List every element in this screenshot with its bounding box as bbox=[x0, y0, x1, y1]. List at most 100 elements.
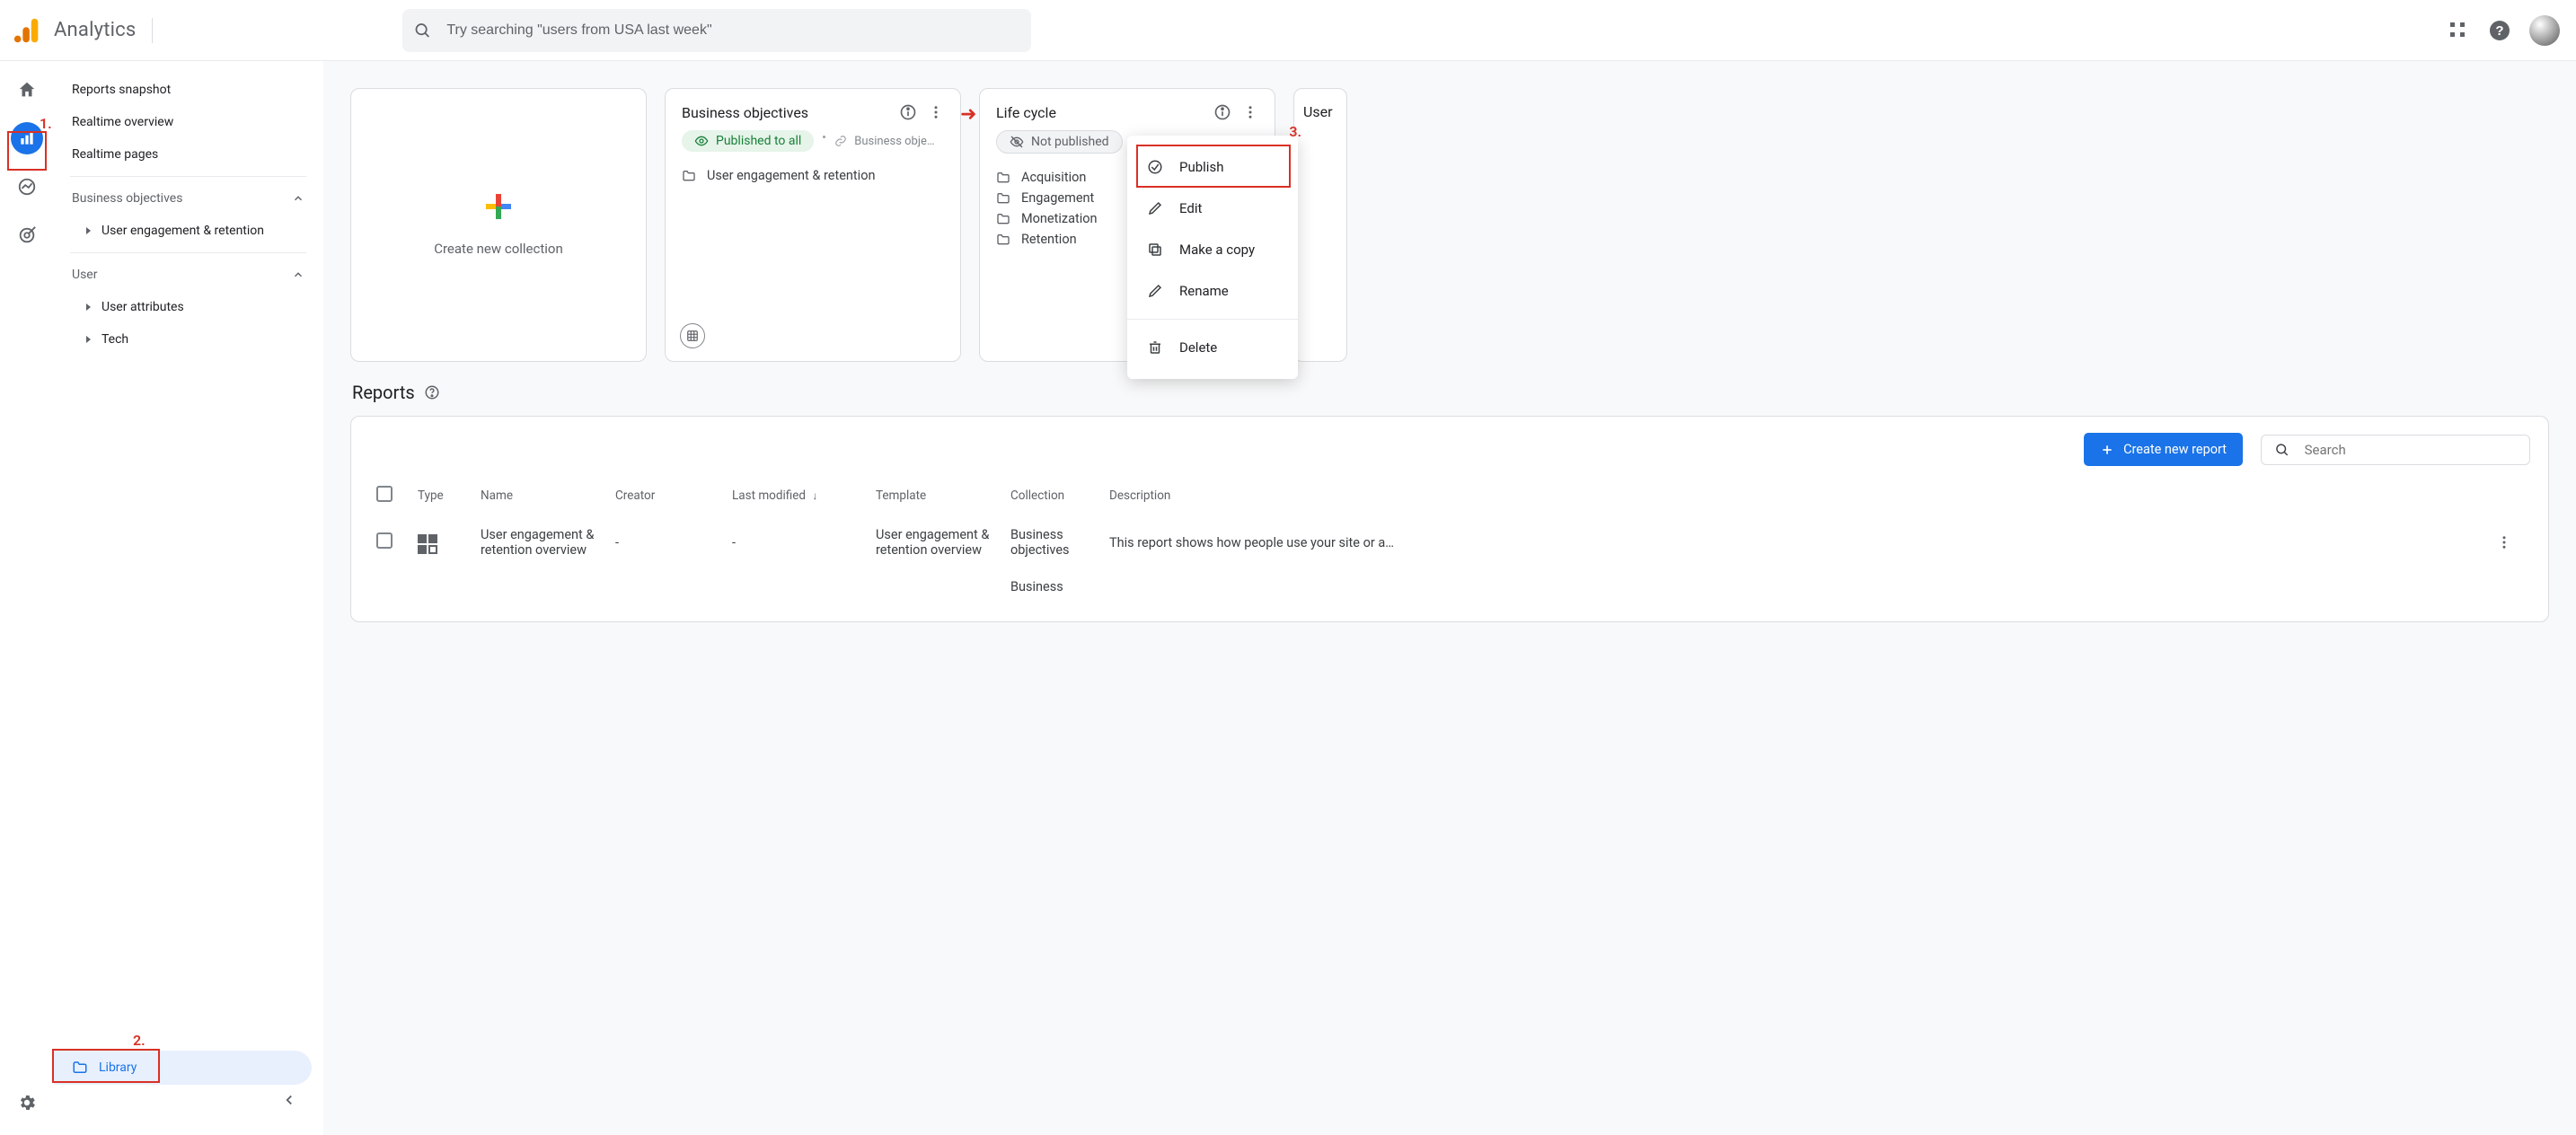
cell-template: User engagement & retention overview bbox=[869, 516, 1003, 568]
folder-icon bbox=[72, 1060, 88, 1076]
sidebar-item-reports-snapshot[interactable]: Reports snapshot bbox=[54, 74, 322, 106]
analytics-logo-icon bbox=[13, 15, 43, 46]
search-icon bbox=[413, 21, 432, 40]
card-title: User bbox=[1303, 103, 1337, 120]
col-creator[interactable]: Creator bbox=[608, 475, 725, 516]
collection-card-business-objectives: Business objectives Published to all Bus bbox=[665, 88, 961, 362]
info-icon[interactable] bbox=[1213, 103, 1231, 121]
link-icon bbox=[834, 135, 847, 147]
col-description[interactable]: Description bbox=[1102, 475, 2489, 516]
annotation-3-label: 3. bbox=[1289, 123, 1301, 140]
help-outline-icon[interactable] bbox=[424, 384, 440, 400]
col-collection[interactable]: Collection bbox=[1003, 475, 1102, 516]
create-collection-label: Create new collection bbox=[434, 241, 563, 257]
card-context-menu: 3. Publish Edit Make a copy bbox=[1127, 136, 1298, 379]
sidebar-section-label: Business objectives bbox=[72, 191, 182, 206]
folder-icon bbox=[682, 169, 696, 183]
reports-heading: Reports bbox=[352, 382, 2549, 403]
table-header-row: Type Name Creator Last modified ↓ Templa… bbox=[369, 475, 2530, 516]
card-title: Life cycle bbox=[996, 104, 1056, 121]
folder-icon bbox=[996, 191, 1010, 206]
sidebar-item-library[interactable]: Library bbox=[54, 1051, 312, 1085]
plus-multicolor-icon bbox=[486, 194, 511, 219]
trash-icon bbox=[1147, 339, 1163, 356]
info-icon[interactable] bbox=[899, 103, 917, 121]
sidebar-section-user[interactable]: User bbox=[54, 259, 322, 291]
col-name[interactable]: Name bbox=[473, 475, 608, 516]
check-circle-icon bbox=[1147, 159, 1163, 175]
more-vert-icon[interactable] bbox=[928, 104, 944, 120]
card-list-item: User engagement & retention bbox=[682, 168, 944, 183]
select-all-checkbox[interactable] bbox=[376, 486, 393, 502]
table-row[interactable]: User engagement & retention overview - -… bbox=[369, 516, 2530, 568]
eye-off-icon bbox=[1010, 135, 1024, 149]
more-vert-icon[interactable] bbox=[1242, 104, 1258, 120]
rail-explore-icon[interactable] bbox=[11, 171, 43, 203]
create-new-report-button[interactable]: Create new report bbox=[2084, 433, 2243, 466]
sidebar-item-realtime-overview[interactable]: Realtime overview bbox=[54, 106, 322, 138]
cell-collection: Business objectives bbox=[1003, 516, 1102, 568]
card-meta: Business obje… bbox=[834, 135, 934, 148]
sort-desc-icon: ↓ bbox=[812, 489, 817, 502]
ctx-edit[interactable]: Edit bbox=[1127, 188, 1298, 229]
chevron-left-icon[interactable] bbox=[281, 1092, 297, 1108]
folder-icon bbox=[996, 171, 1010, 185]
report-type-overview-icon bbox=[418, 534, 437, 554]
row-more-vert-icon[interactable] bbox=[2496, 534, 2512, 550]
ctx-delete[interactable]: Delete bbox=[1127, 327, 1298, 368]
ctx-publish[interactable]: Publish bbox=[1127, 146, 1298, 188]
cell-collection-fragment: Business bbox=[1003, 568, 1102, 605]
ctx-make-a-copy[interactable]: Make a copy bbox=[1127, 229, 1298, 270]
rail-advertising-icon[interactable] bbox=[11, 219, 43, 251]
status-chip-unpublished: Not published bbox=[996, 130, 1123, 154]
ctx-rename[interactable]: Rename bbox=[1127, 270, 1298, 312]
rail-home-icon[interactable] bbox=[11, 74, 43, 106]
chevron-up-icon bbox=[292, 268, 304, 281]
col-last-modified[interactable]: Last modified ↓ bbox=[725, 475, 869, 516]
data-table-icon[interactable] bbox=[680, 323, 705, 348]
folder-icon bbox=[996, 212, 1010, 226]
sidebar-item-user-attributes[interactable]: User attributes bbox=[54, 291, 322, 323]
global-search-input[interactable] bbox=[445, 22, 1020, 40]
chevron-up-icon bbox=[292, 192, 304, 205]
eye-icon bbox=[694, 134, 709, 148]
sidebar-item-user-engagement-retention[interactable]: User engagement & retention bbox=[54, 215, 322, 247]
cell-last-mod: - bbox=[725, 516, 869, 568]
caret-right-icon bbox=[86, 336, 91, 343]
col-template[interactable]: Template bbox=[869, 475, 1003, 516]
search-icon bbox=[2274, 441, 2290, 459]
global-search[interactable] bbox=[402, 9, 1031, 52]
apps-grid-icon[interactable] bbox=[2447, 19, 2470, 42]
sidebar-section-business-objectives[interactable]: Business objectives bbox=[54, 182, 322, 215]
pencil-icon bbox=[1147, 283, 1163, 299]
cell-description: This report shows how people use your si… bbox=[1102, 516, 2489, 568]
reports-search-input[interactable] bbox=[2303, 441, 2517, 459]
row-checkbox[interactable] bbox=[376, 532, 393, 549]
product-name: Analytics bbox=[54, 19, 136, 41]
account-avatar[interactable] bbox=[2529, 15, 2560, 46]
annotation-arrow-icon: ➜ bbox=[960, 103, 976, 126]
rail-admin-gear-icon[interactable] bbox=[11, 1087, 43, 1119]
table-row-partial: Business bbox=[369, 568, 2530, 605]
top-bar: Analytics ? bbox=[0, 0, 2576, 61]
sidebar-item-realtime-pages[interactable]: Realtime pages bbox=[54, 138, 322, 171]
pencil-icon bbox=[1147, 200, 1163, 216]
status-chip-published: Published to all bbox=[682, 130, 814, 152]
left-rail: 1. bbox=[0, 61, 54, 1135]
reports-table-card: Create new report Type Name bbox=[350, 416, 2549, 622]
sidebar-item-tech[interactable]: Tech bbox=[54, 323, 322, 356]
reports-search[interactable] bbox=[2261, 435, 2530, 465]
logo-divider bbox=[152, 18, 153, 43]
col-type[interactable]: Type bbox=[410, 475, 473, 516]
create-collection-card[interactable]: Create new collection bbox=[350, 88, 647, 362]
plus-icon bbox=[2100, 443, 2114, 457]
cell-name: User engagement & retention overview bbox=[473, 516, 608, 568]
svg-text:?: ? bbox=[2495, 23, 2503, 39]
rail-reports-icon[interactable] bbox=[11, 122, 43, 154]
collection-card-user-clipped: User bbox=[1293, 88, 1347, 362]
help-icon[interactable]: ? bbox=[2488, 19, 2511, 42]
sidebar-section-label: User bbox=[72, 268, 97, 282]
collection-card-life-cycle: ➜ Life cycle Not published bbox=[979, 88, 1275, 362]
topbar-actions: ? bbox=[2447, 15, 2560, 46]
annotation-1-label: 1. bbox=[40, 115, 52, 132]
